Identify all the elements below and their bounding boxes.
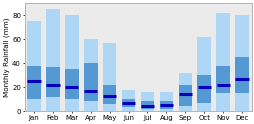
Bar	[215, 13, 229, 111]
Bar	[46, 9, 59, 111]
Bar	[27, 21, 41, 111]
Bar	[121, 99, 135, 108]
Bar	[140, 101, 154, 109]
Bar	[84, 63, 97, 101]
Bar	[121, 90, 135, 111]
Bar	[197, 37, 210, 111]
Bar	[140, 92, 154, 111]
Bar	[102, 85, 116, 104]
Bar	[65, 69, 78, 99]
Bar	[159, 101, 172, 109]
Bar	[197, 75, 210, 103]
Y-axis label: Monthly Rainfall (mm): Monthly Rainfall (mm)	[4, 17, 10, 97]
Bar	[178, 73, 191, 111]
Bar	[215, 66, 229, 93]
Bar	[46, 67, 59, 97]
Bar	[234, 57, 248, 93]
Bar	[178, 85, 191, 106]
Bar	[234, 15, 248, 111]
Bar	[159, 92, 172, 111]
Bar	[65, 15, 78, 111]
Bar	[102, 43, 116, 111]
Bar	[84, 39, 97, 111]
Bar	[27, 66, 41, 99]
